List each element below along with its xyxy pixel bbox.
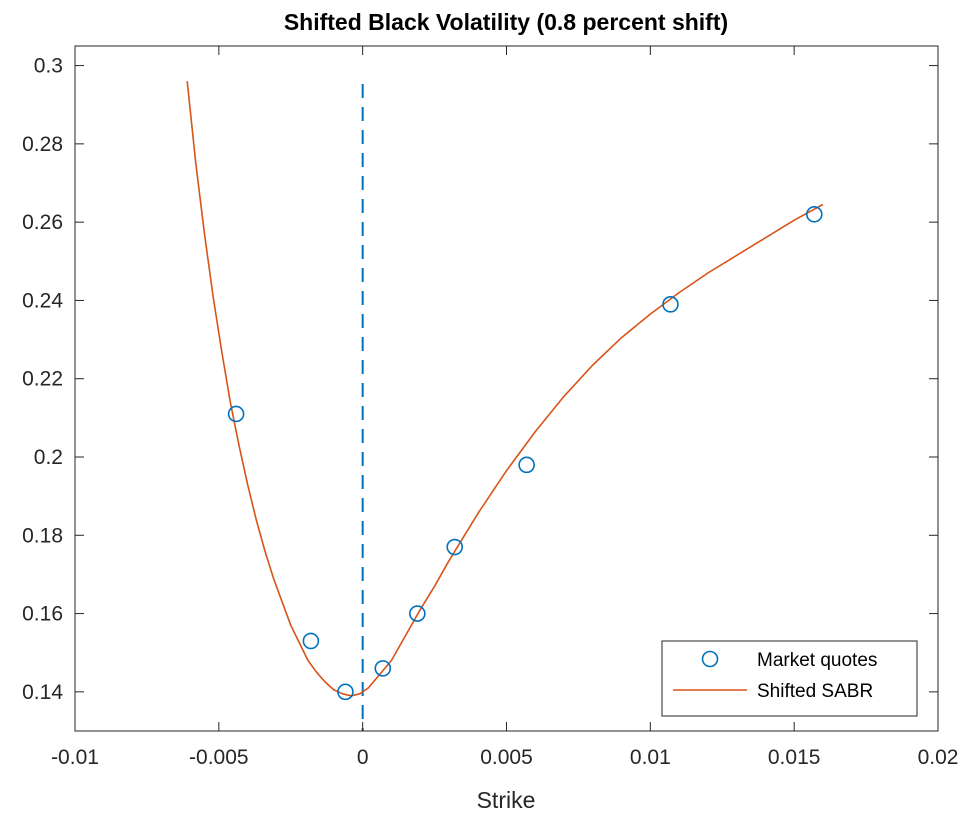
y-tick-label: 0.3 — [34, 55, 63, 78]
x-tick-label: 0.02 — [918, 746, 959, 769]
x-tick-label: -0.005 — [189, 746, 249, 769]
market-quote-point — [337, 683, 354, 701]
market-quote-point — [227, 405, 245, 423]
plot-area — [75, 46, 938, 731]
market-quote-point — [662, 296, 679, 313]
market-quote-point — [806, 206, 823, 223]
market-quote-point — [409, 605, 426, 622]
y-tick-label: 0.22 — [22, 368, 63, 391]
legend-label-shifted-sabr: Shifted SABR — [757, 681, 873, 702]
y-tick-label: 0.16 — [22, 603, 63, 626]
market-quote-point — [446, 538, 464, 556]
y-tick-label: 0.2 — [34, 446, 63, 469]
y-tick-label: 0.26 — [22, 211, 63, 234]
market-quote-point — [518, 456, 535, 474]
series-line-shifted-sabr — [186, 81, 824, 697]
market-quote-point — [302, 632, 320, 650]
legend-label-market-quotes: Market quotes — [757, 650, 877, 671]
x-tick-label: -0.01 — [51, 746, 99, 769]
y-tick-label: 0.28 — [22, 133, 63, 156]
x-tick-label: 0.005 — [480, 746, 533, 769]
y-tick-label: 0.24 — [22, 289, 63, 312]
y-tick-label: 0.14 — [22, 681, 63, 704]
x-tick-label: 0.01 — [630, 746, 671, 769]
legend-marker-circle — [701, 650, 719, 668]
plot-layer — [75, 46, 938, 731]
x-tick-label: 0 — [357, 746, 369, 769]
legend: Market quotes Shifted SABR — [661, 640, 918, 717]
x-tick-label: 0.015 — [768, 746, 821, 769]
axes-layer: -0.01 -0.005 0 0.005 0.01 0.015 0.02 0.14 0.16 0.… — [22, 45, 959, 769]
market-quote-point — [374, 660, 392, 677]
x-axis-label: Strike — [477, 787, 536, 813]
y-tick-label: 0.18 — [22, 524, 63, 547]
chart-title: Shifted Black Volatility (0.8 percent sh… — [284, 9, 728, 35]
